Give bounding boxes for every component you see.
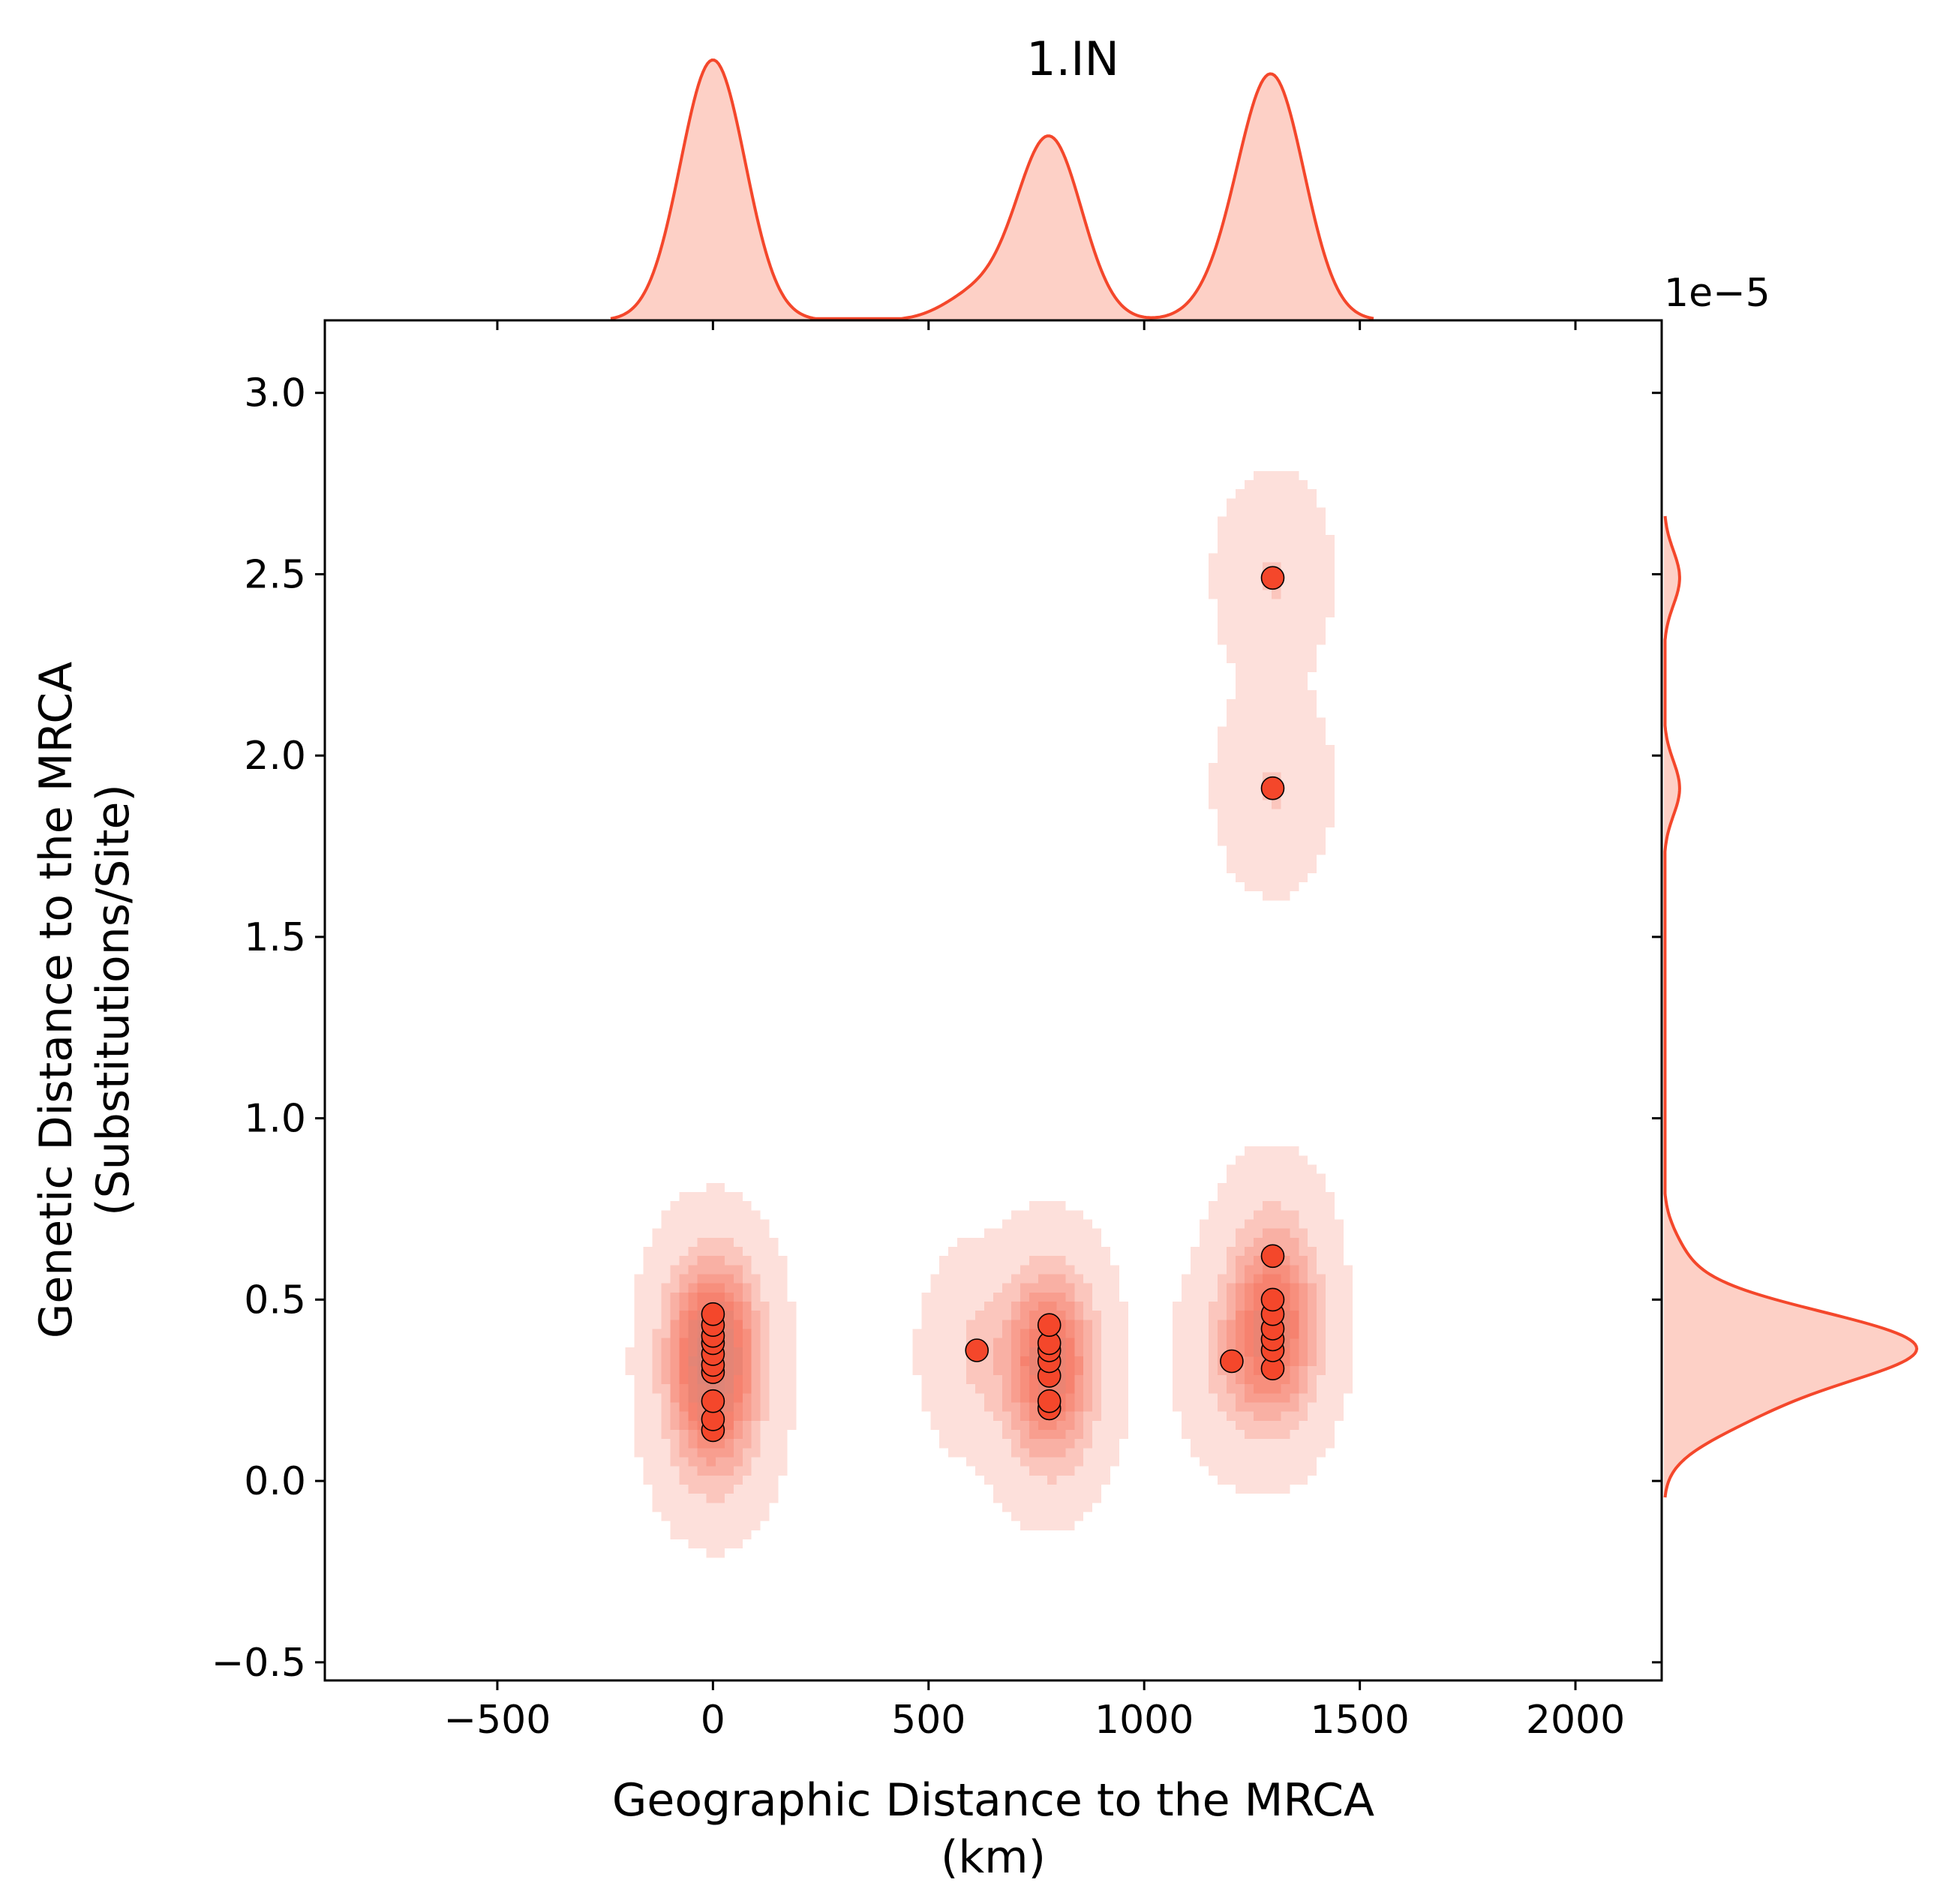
scatter-point: [701, 1389, 725, 1413]
y-tick-label: 0.5: [244, 1278, 306, 1323]
x-axis-label-line2: (km): [941, 1831, 1046, 1884]
y-tick-label: 2.5: [244, 552, 306, 597]
x-tick-label: −500: [444, 1698, 551, 1743]
right-marginal-kde: [1663, 515, 1919, 1498]
top-marginal-line: [610, 58, 1374, 320]
chart-title: 1.IN: [1026, 32, 1119, 86]
x-tick-label: 1000: [1095, 1698, 1194, 1743]
plot-frame: [323, 319, 1663, 1682]
x-tick-label: 1500: [1310, 1698, 1409, 1743]
y-axis-label: Genetic Distance to the MRCA (Substituti…: [30, 662, 140, 1338]
y-axis-label-line1: Genetic Distance to the MRCA: [30, 662, 83, 1338]
scatter-point: [1260, 776, 1285, 800]
y-tick-label: 0.0: [244, 1459, 306, 1504]
x-axis-label: Geographic Distance to the MRCA (km): [612, 1774, 1374, 1884]
y-tick-label: 2.0: [244, 734, 306, 779]
y-tick-label: −0.5: [212, 1641, 306, 1686]
right-marginal-line: [1663, 515, 1919, 1498]
right-marginal-fill: [1664, 516, 1917, 1497]
y-offset-label: 1e−5: [1664, 271, 1770, 316]
plot-area: −500 0 500 1000 1500 2000 −0.5 0.0 0.5 1.0 1.5 2.0…: [212, 319, 1663, 1743]
top-marginal-kde: [610, 58, 1374, 320]
scatter-point: [1260, 566, 1285, 590]
scatter-point: [701, 1302, 725, 1326]
plot-background: [325, 320, 1662, 1680]
scatter-point: [1260, 1244, 1285, 1269]
x-tick-label: 2000: [1526, 1698, 1625, 1743]
scatter-point: [1260, 1287, 1285, 1312]
scatter-point: [1220, 1349, 1244, 1374]
x-tick-label: 0: [701, 1698, 725, 1743]
y-tick-label: 1.5: [244, 915, 306, 960]
scatter-point: [1037, 1313, 1062, 1337]
y-tick-label: 1.0: [244, 1097, 306, 1142]
scatter-points: [701, 566, 1285, 1443]
x-axis-ticks: −500 0 500 1000 1500 2000: [444, 320, 1625, 1743]
kde-level-2: [661, 1228, 1317, 1476]
top-marginal-fill: [611, 60, 1374, 320]
y-axis-label-line2: (Substitutions/Site): [87, 784, 140, 1216]
x-tick-label: 500: [891, 1698, 965, 1743]
y-axis-ticks: −0.5 0.0 0.5 1.0 1.5 2.0 2.5 3.0: [212, 371, 1662, 1686]
y-tick-label: 3.0: [244, 371, 306, 416]
scatter-point: [1037, 1389, 1062, 1413]
scatter-point: [965, 1338, 989, 1362]
x-axis-label-line1: Geographic Distance to the MRCA: [612, 1774, 1374, 1827]
